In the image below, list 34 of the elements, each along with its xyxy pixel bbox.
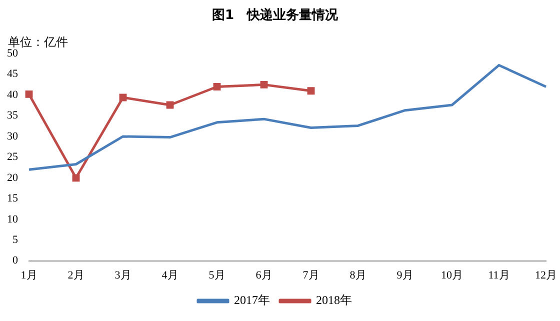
point — [307, 87, 315, 95]
x-tick-label: 6月 — [256, 269, 272, 282]
y-tick-label: 0 — [12, 254, 18, 267]
x-tick-label: 1月 — [20, 269, 38, 282]
x-tick-label: 4月 — [162, 269, 178, 282]
y-tick-label: 5 — [12, 234, 18, 246]
point — [213, 83, 221, 90]
y-tick-label: 30 — [7, 130, 18, 142]
point — [119, 94, 127, 102]
point — [72, 174, 80, 182]
y-tick-label: 10 — [7, 213, 18, 226]
x-tick-label: 8月 — [350, 269, 366, 282]
x-tick-label: 7月 — [302, 269, 320, 282]
legend-label: 2018年 — [316, 293, 352, 308]
legend-label: 2017年 — [234, 293, 270, 308]
text: 单位：亿件 — [8, 34, 68, 49]
x-tick-label: 2月 — [68, 269, 84, 282]
point — [260, 80, 268, 88]
x-tick-label: 11月 — [488, 269, 510, 282]
point — [25, 90, 33, 98]
x-tick-label: 9月 — [396, 269, 414, 282]
y-tick-label: 20 — [7, 172, 18, 184]
y-tick-label: 15 — [7, 192, 18, 205]
x-tick-label: 3月 — [114, 269, 132, 282]
x-tick-label: 12月 — [535, 269, 557, 282]
y-tick-label: 50 — [7, 47, 18, 60]
y-tick-label: 40 — [7, 88, 18, 101]
x-tick-label: 10月 — [441, 269, 463, 282]
y-tick-label: 35 — [7, 110, 18, 122]
y-tick-label: 25 — [7, 151, 18, 164]
x-tick-label: 5月 — [208, 269, 226, 282]
point — [166, 101, 174, 109]
chart-title: 图1 快递业务量情况 — [212, 7, 340, 24]
y-tick-label: 45 — [7, 68, 18, 80]
